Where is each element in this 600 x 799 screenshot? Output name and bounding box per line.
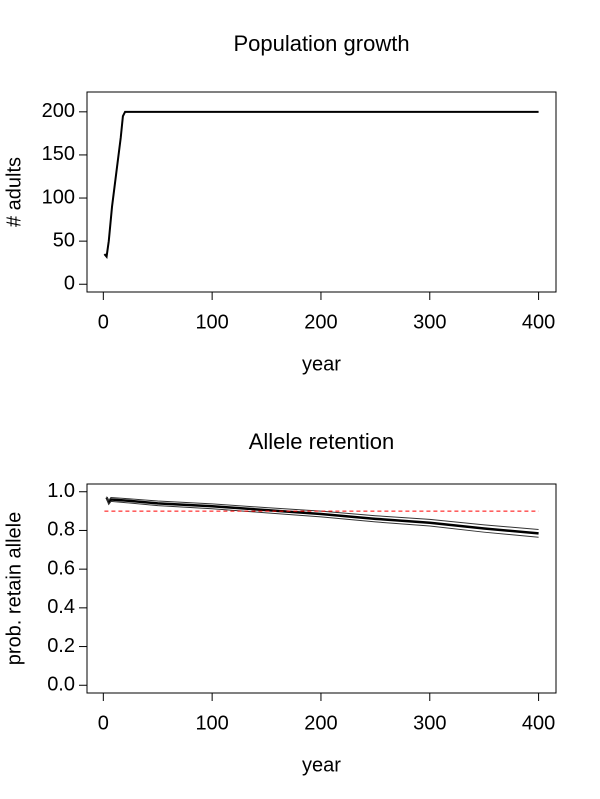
data-line bbox=[105, 497, 539, 535]
x-tick-label: 400 bbox=[522, 712, 555, 734]
y-tick-label: 0 bbox=[64, 273, 75, 295]
plot-box bbox=[86, 483, 557, 694]
y-tick-label: 200 bbox=[42, 100, 75, 122]
x-tick-label: 300 bbox=[413, 712, 446, 734]
x-tick-label: 100 bbox=[195, 311, 228, 333]
chart-title: Population growth bbox=[233, 31, 409, 56]
data-line bbox=[106, 496, 539, 530]
y-tick-label: 0.0 bbox=[47, 674, 75, 696]
x-axis-label: year bbox=[302, 754, 341, 776]
y-tick-label: 0.6 bbox=[47, 557, 75, 579]
y-tick-label: 1.0 bbox=[47, 480, 75, 502]
plot-box bbox=[86, 91, 557, 293]
x-tick-label: 400 bbox=[522, 311, 555, 333]
y-tick-label: 150 bbox=[42, 143, 75, 165]
x-tick-label: 0 bbox=[98, 712, 109, 734]
y-axis-label: # adults bbox=[3, 157, 25, 227]
x-tick-label: 200 bbox=[304, 311, 337, 333]
x-tick-label: 200 bbox=[304, 712, 337, 734]
y-tick-label: 0.4 bbox=[47, 596, 75, 618]
x-tick-label: 300 bbox=[413, 311, 446, 333]
y-tick-label: 50 bbox=[53, 229, 75, 251]
x-tick-label: 0 bbox=[98, 311, 109, 333]
y-tick-label: 0.8 bbox=[47, 519, 75, 541]
x-axis-label: year bbox=[302, 353, 341, 375]
y-tick-label: 100 bbox=[42, 186, 75, 208]
data-line bbox=[103, 110, 539, 260]
y-tick-label: 0.2 bbox=[47, 635, 75, 657]
x-tick-label: 100 bbox=[195, 712, 228, 734]
chart-title: Allele retention bbox=[249, 429, 395, 454]
y-axis-label: prob. retain allele bbox=[3, 512, 25, 665]
